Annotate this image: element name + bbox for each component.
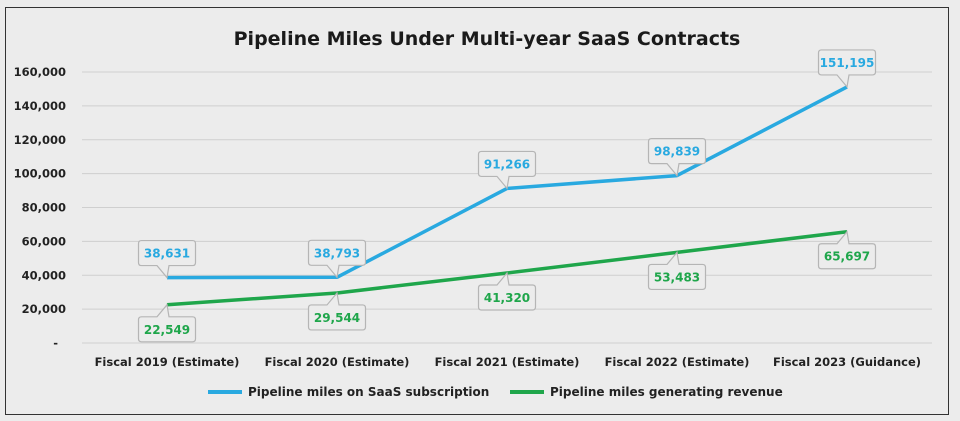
y-tick-label: 120,000 xyxy=(14,133,66,147)
x-tick-label: Fiscal 2020 (Estimate) xyxy=(265,355,410,369)
data-callout xyxy=(817,49,877,89)
data-label: 29,544 xyxy=(314,311,360,325)
data-callout xyxy=(307,239,367,279)
data-callout xyxy=(647,251,707,291)
legend-label: Pipeline miles on SaaS subscription xyxy=(248,385,489,399)
y-tick-label: 40,000 xyxy=(22,268,66,282)
chart-title: Pipeline Miles Under Multi-year SaaS Con… xyxy=(234,28,741,50)
data-callout xyxy=(647,137,707,177)
data-label: 151,195 xyxy=(820,56,875,70)
y-tick-label: 60,000 xyxy=(22,234,66,248)
data-label: 38,631 xyxy=(144,247,190,261)
legend-label: Pipeline miles generating revenue xyxy=(550,385,783,399)
x-tick-label: Fiscal 2022 (Estimate) xyxy=(605,355,750,369)
y-tick-label: 100,000 xyxy=(14,167,66,181)
data-label: 38,793 xyxy=(314,246,360,260)
data-callout xyxy=(137,303,197,343)
y-tick-label: 80,000 xyxy=(22,201,66,215)
data-label: 91,266 xyxy=(484,157,530,171)
y-tick-label: 140,000 xyxy=(14,99,66,113)
data-callout xyxy=(477,150,537,190)
x-tick-label: Fiscal 2023 (Guidance) xyxy=(773,355,921,369)
y-tick-label: 160,000 xyxy=(14,65,66,79)
data-callout xyxy=(137,239,197,279)
data-label: 41,320 xyxy=(484,291,530,305)
data-label: 98,839 xyxy=(654,145,700,159)
x-tick-label: Fiscal 2019 (Estimate) xyxy=(95,355,240,369)
data-callout xyxy=(307,291,367,331)
y-tick-label: - xyxy=(53,336,58,350)
y-tick-label: 20,000 xyxy=(22,302,66,316)
chart-frame xyxy=(5,7,949,415)
data-label: 65,697 xyxy=(824,250,870,264)
data-label: 53,483 xyxy=(654,270,700,284)
data-callout xyxy=(817,230,877,270)
data-callout xyxy=(477,271,537,311)
data-label: 22,549 xyxy=(144,323,190,337)
x-tick-label: Fiscal 2021 (Estimate) xyxy=(435,355,580,369)
